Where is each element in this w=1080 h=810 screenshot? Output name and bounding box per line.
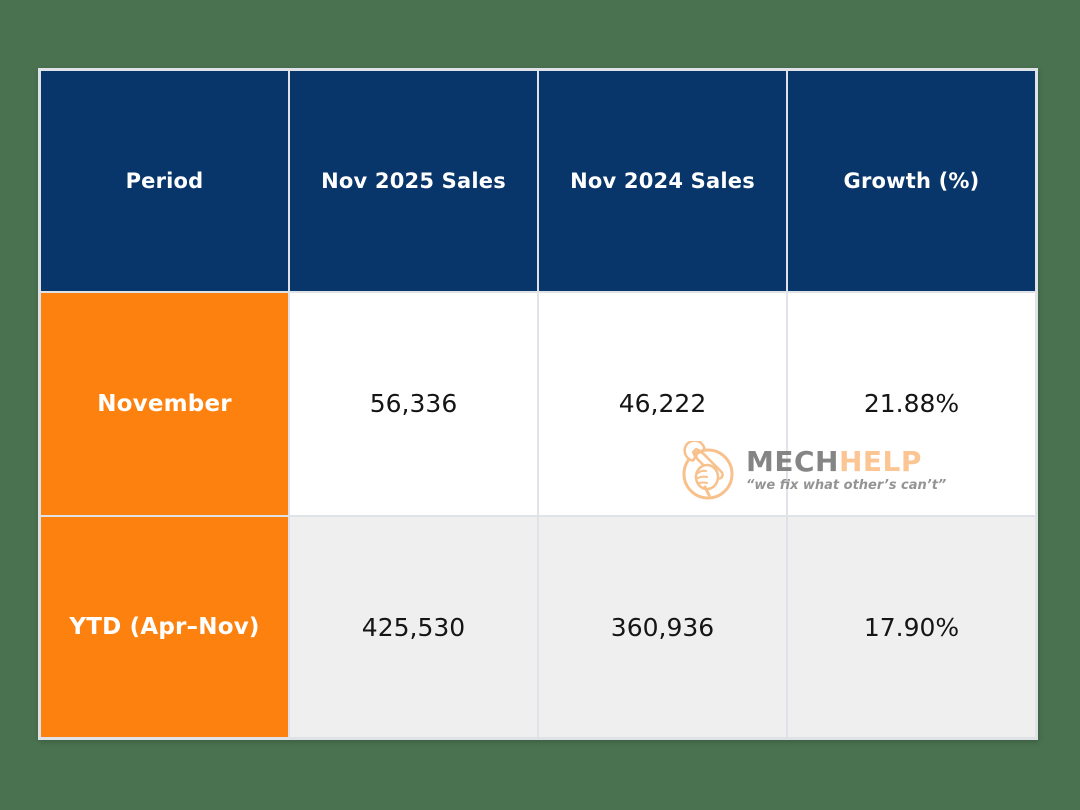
row-november-nov-2025-sales: 56,336 (290, 292, 537, 516)
sales-table: Period Nov 2025 Sales Nov 2024 Sales Gro… (38, 68, 1038, 740)
row-ytd-nov-2024-sales: 360,936 (539, 517, 786, 737)
row-november-growth: 21.88% (788, 292, 1035, 516)
header-cell-period: Period (41, 71, 288, 291)
row-ytd-growth: 17.90% (788, 517, 1035, 737)
header-cell-nov-2024: Nov 2024 Sales (539, 71, 786, 291)
row-ytd-nov-2025-sales: 425,530 (290, 517, 537, 737)
row-november-nov-2024-sales: 46,222 (539, 292, 786, 516)
row-november-period-cell: November (41, 292, 288, 516)
header-cell-nov-2025: Nov 2025 Sales (290, 71, 537, 291)
row-ytd-period-cell: YTD (Apr–Nov) (41, 517, 288, 737)
header-cell-growth: Growth (%) (788, 71, 1035, 291)
